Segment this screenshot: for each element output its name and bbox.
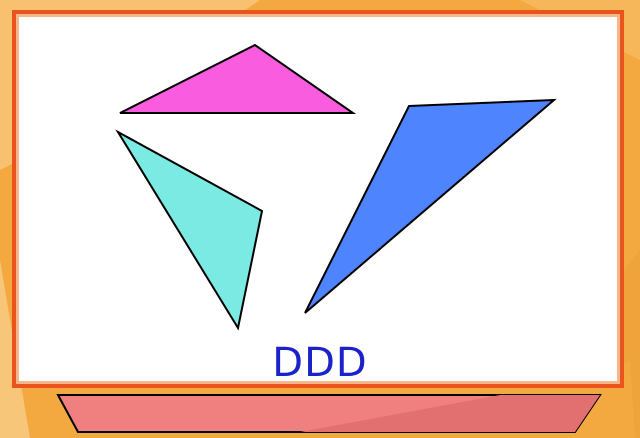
caption-text: DDD bbox=[272, 340, 368, 386]
blue-triangle bbox=[304, 98, 557, 314]
white-board-panel bbox=[12, 10, 624, 388]
cyan-triangle bbox=[115, 129, 264, 331]
pedestal-base bbox=[55, 360, 635, 438]
magenta-triangle bbox=[119, 43, 357, 114]
